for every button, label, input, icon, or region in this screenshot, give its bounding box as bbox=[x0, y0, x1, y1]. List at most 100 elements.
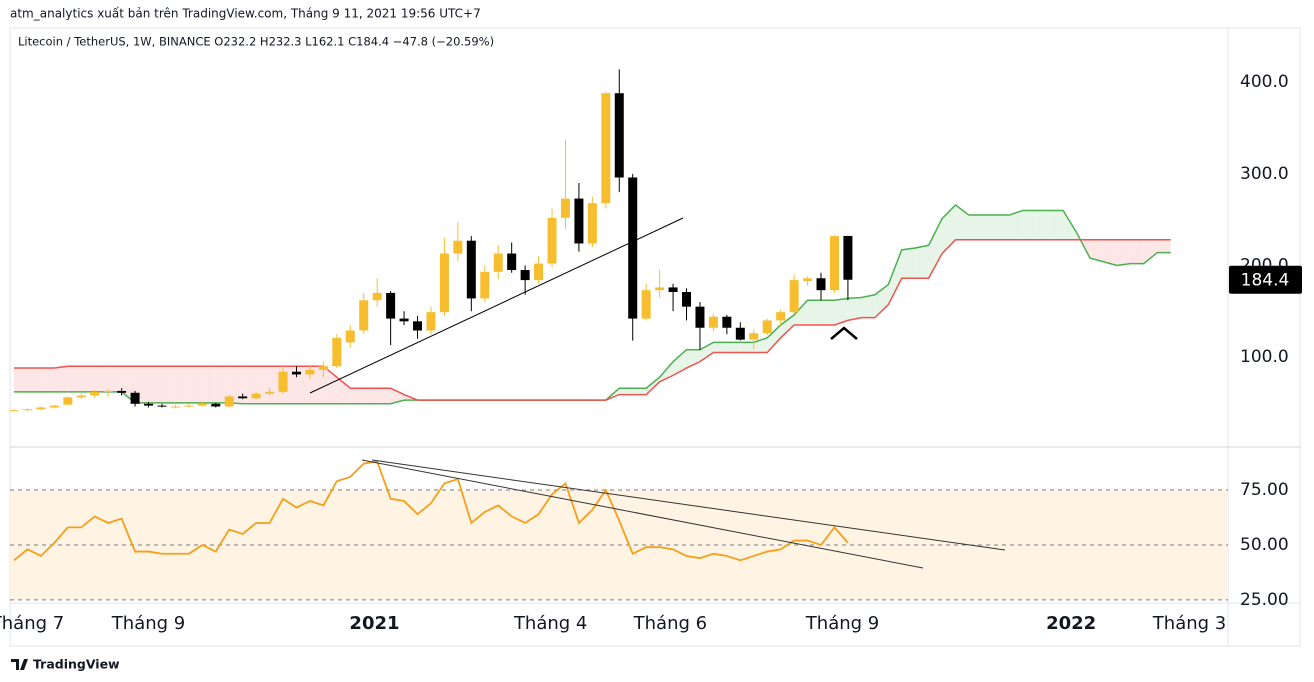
candle-body bbox=[426, 312, 436, 331]
candle-body bbox=[534, 263, 544, 281]
candle-body bbox=[211, 403, 221, 407]
candle-body bbox=[265, 391, 275, 394]
rsi-trend-line bbox=[371, 459, 1006, 551]
cloud-segment bbox=[202, 366, 216, 403]
cloud-segment bbox=[377, 388, 391, 404]
candle-body bbox=[359, 300, 369, 331]
candle-body bbox=[36, 407, 46, 410]
cloud-segment bbox=[740, 342, 754, 353]
cloud-segment bbox=[673, 349, 687, 376]
candle-body bbox=[439, 253, 449, 313]
symbol-legend: Litecoin / TetherUS, 1W, BINANCE O232.2 … bbox=[18, 35, 494, 49]
legend-backdrop bbox=[16, 31, 486, 53]
candle-body bbox=[157, 405, 167, 407]
candle-body bbox=[507, 253, 517, 271]
x-tick-label: Tháng 9 bbox=[111, 613, 185, 634]
candle-body bbox=[63, 397, 73, 405]
cloud-segment bbox=[780, 314, 795, 338]
candle-body bbox=[130, 392, 140, 404]
cloud-segment bbox=[726, 342, 741, 353]
publisher: atm_analytics xuất bản trên TradingView.… bbox=[10, 7, 481, 21]
cloud-segment bbox=[229, 366, 243, 404]
candle-body bbox=[10, 410, 19, 412]
cloud-segment bbox=[699, 342, 714, 362]
candle-body bbox=[76, 395, 86, 398]
candle-body bbox=[466, 240, 476, 299]
cloud-segment bbox=[632, 388, 647, 395]
rsi-trend-line bbox=[361, 459, 924, 569]
candle-body bbox=[238, 396, 248, 399]
cloud-segment bbox=[834, 298, 848, 325]
cloud-segment bbox=[1157, 239, 1171, 253]
cloud-segment bbox=[794, 300, 808, 325]
cloud-segment bbox=[901, 248, 916, 279]
candle-body bbox=[224, 396, 234, 407]
candle-body bbox=[520, 270, 530, 281]
y-tick-label: 400.0 bbox=[1240, 72, 1289, 92]
cloud-segment bbox=[215, 366, 230, 403]
cloud-segment bbox=[390, 388, 405, 404]
last-price-label: 184.4 bbox=[1241, 271, 1290, 291]
cloud-segment bbox=[94, 366, 109, 392]
candle-body bbox=[628, 177, 638, 319]
x-tick-label: Tháng 7 bbox=[0, 613, 64, 634]
cloud-segment bbox=[646, 377, 660, 395]
x-tick-label: Tháng 3 bbox=[1152, 613, 1226, 634]
candle-body bbox=[332, 337, 342, 367]
y-tick-label: 300.0 bbox=[1240, 164, 1289, 184]
candle-body bbox=[574, 198, 584, 244]
cloud-segment bbox=[968, 215, 983, 240]
candle-body bbox=[601, 93, 611, 204]
caret-marker bbox=[830, 326, 858, 340]
candle-body bbox=[305, 369, 315, 375]
cloud-segment bbox=[309, 366, 324, 404]
candle-body bbox=[789, 280, 799, 313]
cloud-segment bbox=[40, 368, 55, 392]
candle-body bbox=[90, 391, 100, 396]
candle-body bbox=[372, 292, 382, 301]
rsi-pane bbox=[10, 460, 1228, 601]
cloud-segment bbox=[14, 368, 28, 392]
candle-body bbox=[843, 235, 853, 280]
candle-body bbox=[197, 403, 207, 406]
candle-body bbox=[722, 316, 732, 328]
candle-body bbox=[708, 316, 718, 328]
candle-body bbox=[776, 312, 786, 321]
cloud-segment bbox=[1049, 210, 1064, 240]
candle-body bbox=[278, 371, 288, 392]
cloud-segment bbox=[363, 388, 378, 404]
cloud-segment bbox=[915, 245, 929, 279]
candle-body bbox=[386, 292, 396, 319]
candle-body bbox=[614, 93, 624, 178]
cloud-segment bbox=[807, 300, 822, 325]
cloud-segment bbox=[1076, 232, 1091, 259]
y-tick-label: 75.00 bbox=[1240, 480, 1289, 500]
y-tick-label: 50.00 bbox=[1240, 535, 1289, 555]
cloud-segment bbox=[942, 204, 956, 254]
x-tick-label: 2021 bbox=[349, 613, 399, 634]
cloud-segment bbox=[888, 249, 902, 305]
candle-body bbox=[251, 393, 261, 399]
candle-body bbox=[480, 271, 490, 299]
candle-body bbox=[413, 321, 423, 331]
time-axis: Tháng 7 Tháng 9 2021 Tháng 4 Tháng 6 Tháng 9 2… bbox=[0, 613, 1226, 634]
candle-body bbox=[345, 330, 355, 343]
frame bbox=[9, 27, 1301, 647]
candle-body bbox=[318, 366, 328, 370]
cloud-segment bbox=[1063, 210, 1077, 240]
candle-body bbox=[560, 198, 570, 218]
cloud-segment bbox=[686, 349, 700, 369]
cloud-segment bbox=[148, 366, 162, 403]
indicator-line bbox=[14, 239, 1171, 401]
x-tick-label: Tháng 6 bbox=[633, 613, 707, 634]
cloud-segment bbox=[1130, 239, 1144, 264]
cloud-segment bbox=[188, 366, 203, 403]
cloud-segment bbox=[350, 388, 364, 404]
candle-body bbox=[184, 405, 194, 407]
cloud-segment bbox=[821, 300, 835, 325]
candle-body bbox=[117, 390, 127, 393]
candle-body bbox=[695, 306, 705, 328]
candle-body bbox=[49, 405, 59, 408]
cloud-segment bbox=[713, 342, 727, 353]
